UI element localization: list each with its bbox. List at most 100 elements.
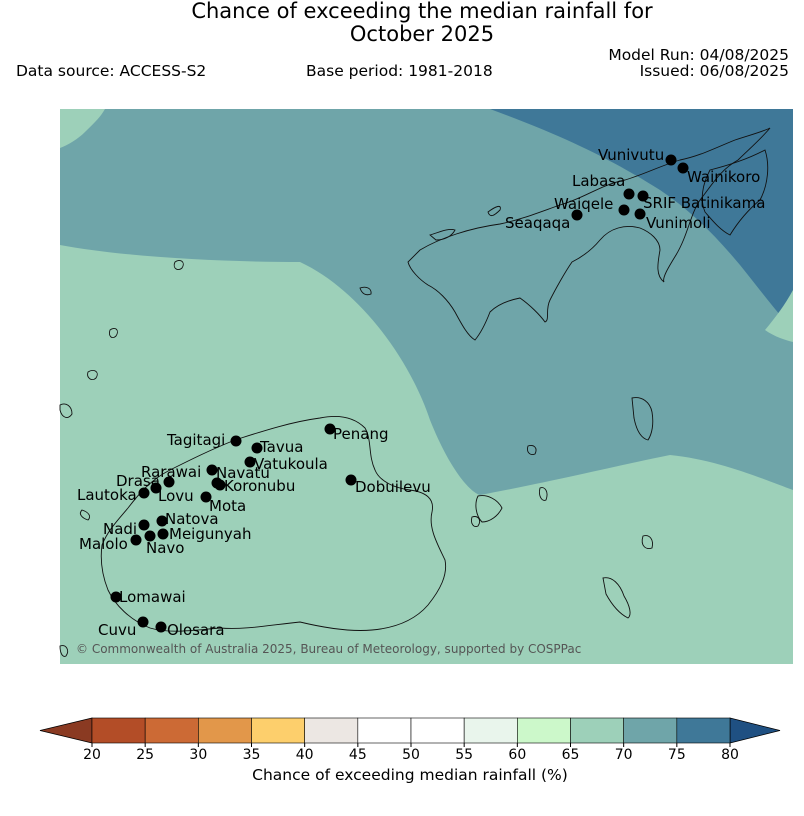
colorbar-tick-label-65: 65 (562, 747, 580, 763)
colorbar-bin-40-45 (304, 717, 359, 744)
colorbar-tick-label-70: 70 (615, 747, 633, 763)
station-dot-tagitagi (230, 435, 242, 447)
colorbar-tick-label-25: 25 (136, 747, 154, 763)
islet-central-coast (359, 286, 372, 296)
colorbar-tick-label-45: 45 (349, 747, 367, 763)
station-label-drasa: Drasa (116, 472, 160, 490)
station-dot-nadi (138, 519, 150, 531)
vanua-levu-coast (407, 127, 771, 341)
station-label-waiqele: Waiqele (554, 195, 613, 213)
station-label-vunimoli: Vunimoli (646, 214, 711, 232)
station-dot-wainikoro (677, 162, 689, 174)
title-line-1: Chance of exceeding the median rainfall … (191, 0, 653, 23)
moala-coast (602, 577, 631, 619)
station-dot-koronubu (214, 479, 226, 491)
station-label-navo: Navo (146, 539, 184, 557)
station-label-dobuilevu: Dobuilevu (355, 478, 431, 496)
nairai-coast (527, 445, 537, 455)
koro-island-coast (631, 397, 654, 441)
station-dot-waiqele (618, 204, 630, 216)
station-dot-navo (144, 530, 156, 542)
colorbar-bin-60-65 (517, 717, 571, 744)
colorbar-over-arrow (729, 717, 781, 744)
station-dot-penang (324, 423, 336, 435)
station-dot-srif-batinikama (637, 190, 649, 202)
ovalau-south-coast (471, 516, 481, 527)
colorbar-tick-label-80: 80 (721, 747, 739, 763)
yasawa-mid-coast (109, 327, 118, 339)
station-dot-vunimoli (634, 208, 646, 220)
station-label-malolo: Malolo (79, 535, 128, 553)
model-run-label: Model Run: 04/08/2025 (608, 46, 789, 64)
station-dot-lautoka (138, 487, 150, 499)
station-label-navatu: Navatu (216, 464, 270, 482)
colorbar-bin-50-55 (410, 717, 465, 744)
west-islet-coast (59, 403, 73, 418)
yasawa-south-coast (87, 369, 98, 381)
lau-islet-coast (641, 535, 653, 549)
station-dot-vunivutu (665, 154, 677, 166)
colorbar-tick-label-75: 75 (668, 747, 686, 763)
gau-north-coast (539, 487, 548, 501)
station-dot-natova (156, 515, 168, 527)
ovalau-coast (475, 495, 503, 523)
colorbar-tick-label-35: 35 (243, 747, 261, 763)
colorbar-tick-label-20: 20 (83, 747, 101, 763)
station-dot-labasa (623, 188, 635, 200)
issued-label: Issued: 06/08/2025 (639, 62, 789, 80)
colorbar-bin-20-25 (91, 717, 146, 744)
colorbar-bin-45-50 (357, 717, 412, 744)
islet-north-coast (487, 205, 501, 217)
colorbar-under-arrow (39, 717, 93, 744)
station-label-penang: Penang (333, 425, 388, 443)
yadua-island-coast (429, 229, 456, 241)
colorbar-label: Chance of exceeding median rainfall (%) (252, 766, 568, 784)
station-label-meigunyah: Meigunyah (169, 525, 251, 543)
station-label-cuvu: Cuvu (98, 621, 136, 639)
station-dot-rarawai (206, 464, 218, 476)
zone-65-70-south (60, 245, 793, 664)
taveuni-coast (701, 149, 769, 236)
station-label-vatukoula: Vatukoula (254, 455, 328, 473)
colorbar-bin-55-60 (463, 717, 518, 744)
coastlines (59, 127, 771, 657)
colorbar-tick-label-60: 60 (508, 747, 526, 763)
title-line-2: October 2025 (349, 22, 495, 46)
colorbar-bin-70-75 (623, 717, 678, 744)
station-dot-cuvu (137, 616, 149, 628)
station-dot-meigunyah (157, 528, 169, 540)
data-source-label: Data source: ACCESS-S2 (16, 62, 207, 80)
colorbar-bin-30-35 (198, 717, 252, 744)
station-dot-drasa (163, 476, 175, 488)
viti-levu-coast (100, 416, 447, 632)
station-label-lomawai: Lomawai (119, 588, 186, 606)
colorbar-tick-label-50: 50 (402, 747, 420, 763)
station-dot-malolo (130, 534, 142, 546)
station-label-tavua: Tavua (259, 438, 303, 456)
station-label-vunivutu: Vunivutu (598, 146, 664, 164)
colorbar-bin-75-80 (676, 717, 731, 744)
station-label-labasa: Labasa (572, 172, 625, 190)
colorbar-tick-label-30: 30 (189, 747, 207, 763)
probability-zones (60, 109, 793, 664)
colorbar-tick-label-55: 55 (455, 747, 473, 763)
map-credit: © Commonwealth of Australia 2025, Bureau… (76, 642, 581, 656)
kadavu-coast (59, 645, 69, 657)
station-label-koronubu: Koronubu (224, 477, 295, 495)
station-label-rarawai: Rarawai (141, 463, 201, 481)
station-label-tagitagi: Tagitagi (166, 431, 225, 449)
zone-75-80 (490, 109, 793, 330)
station-label-lautoka: Lautoka (77, 486, 137, 504)
station-label-srif-batinikama: SRIF Batinikama (643, 194, 765, 212)
yasawa-islet-coast (79, 509, 91, 521)
station-dot-tavua (251, 442, 263, 454)
map-title: Chance of exceeding the median rainfall … (0, 0, 804, 46)
station-label-olosara: Olosara (167, 621, 225, 639)
station-label-seaqaqa: Seaqaqa (505, 214, 570, 232)
base-period-label: Base period: 1981-2018 (306, 62, 493, 80)
station-label-wainikoro: Wainikoro (687, 168, 760, 186)
station-dot-dobuilevu (345, 474, 357, 486)
station-dot-vatukoula (244, 456, 256, 468)
zone-65-70-northwest (60, 109, 105, 148)
